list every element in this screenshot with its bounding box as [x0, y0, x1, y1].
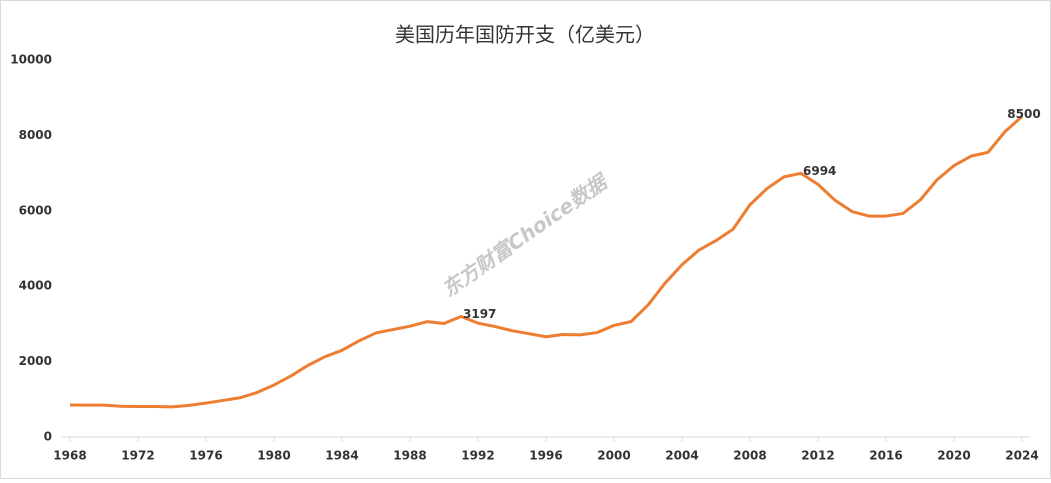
x-tick-label: 2020: [937, 449, 970, 463]
x-tick-label: 1992: [461, 449, 494, 463]
x-tick-label: 2016: [869, 449, 902, 463]
data-label: 8500: [1007, 107, 1040, 121]
x-tick-label: 1980: [257, 449, 290, 463]
y-tick-label: 8000: [19, 128, 52, 142]
y-tick-label: 6000: [19, 203, 52, 217]
x-tick-label: 2024: [1005, 449, 1038, 463]
x-tick-label: 2012: [801, 449, 834, 463]
x-tick-label: 1996: [529, 449, 562, 463]
x-tick-label: 1968: [53, 449, 86, 463]
x-tick-label: 1988: [393, 449, 426, 463]
x-tick-label: 1976: [189, 449, 222, 463]
y-tick-label: 2000: [19, 354, 52, 368]
y-tick-label: 10000: [10, 53, 52, 67]
x-tick-label: 1972: [121, 449, 154, 463]
y-tick-label: 4000: [19, 279, 52, 293]
x-tick-label: 2004: [665, 449, 698, 463]
y-tick-label: 0: [44, 430, 52, 444]
x-tick-label: 1984: [325, 449, 358, 463]
x-tick-label: 2008: [733, 449, 766, 463]
data-label: 6994: [803, 164, 836, 178]
line: [69, 115, 1023, 409]
data-label: 3197: [463, 307, 496, 321]
x-tick-label: 2000: [597, 449, 630, 463]
chart-title: 美国历年国防开支（亿美元）: [395, 23, 655, 47]
